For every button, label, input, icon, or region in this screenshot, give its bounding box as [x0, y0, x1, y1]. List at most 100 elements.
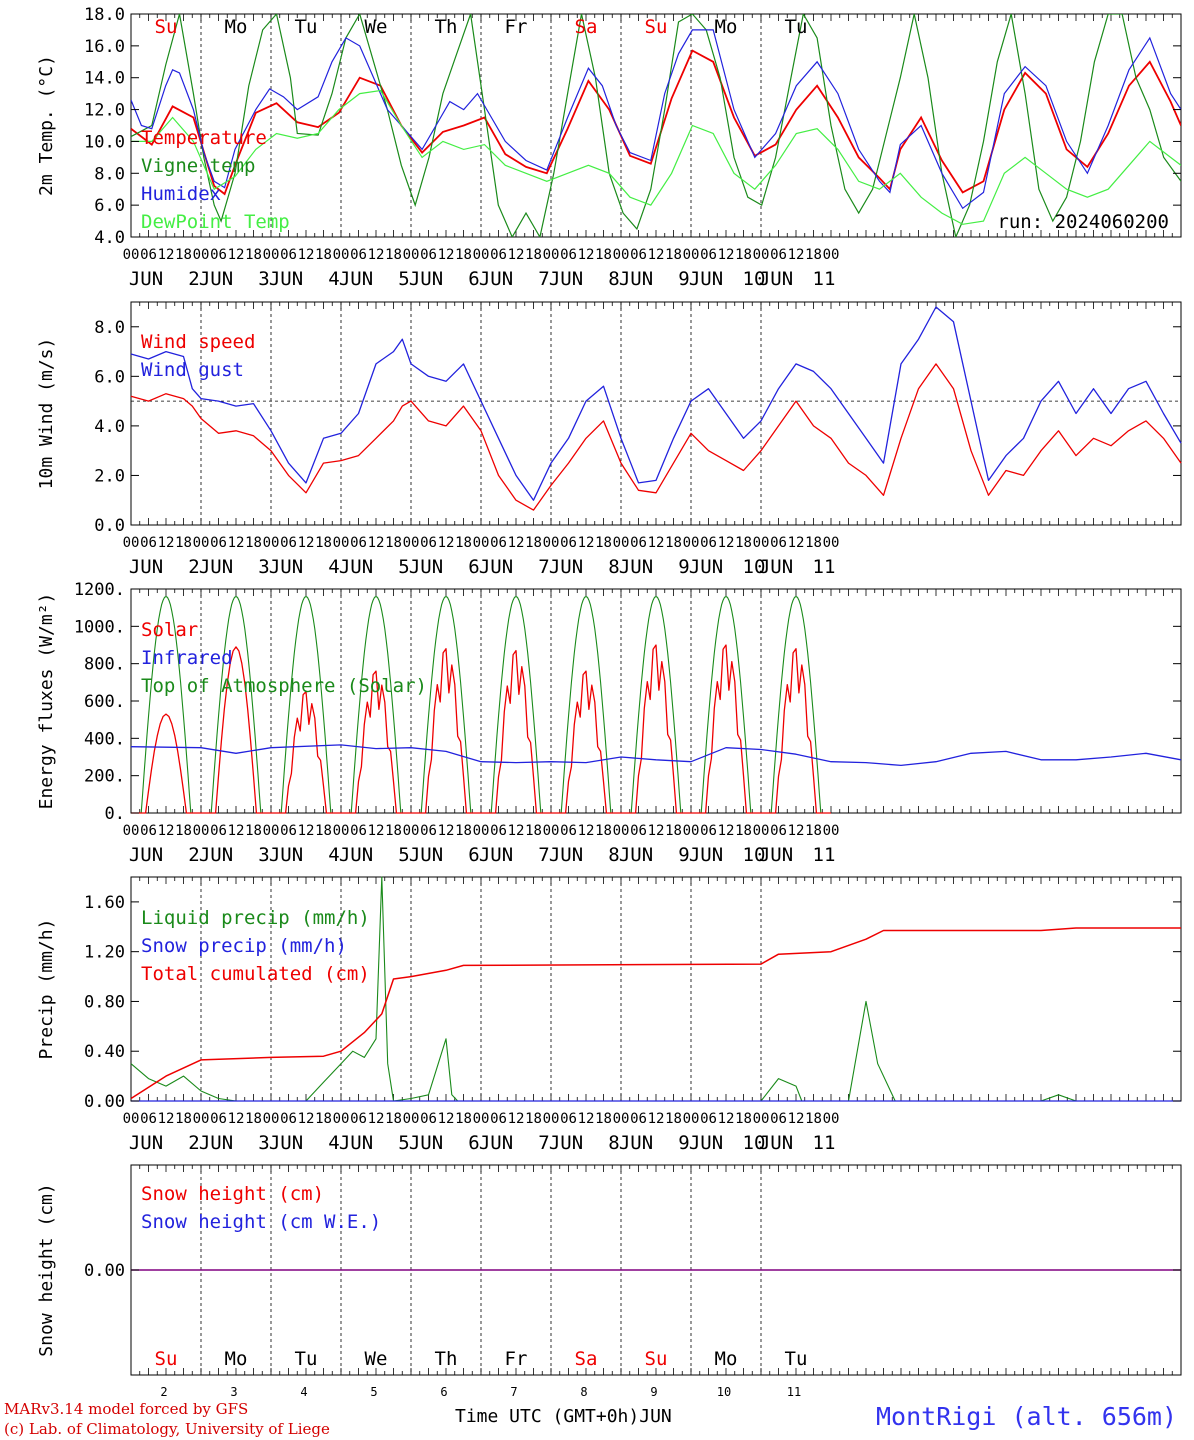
hour-tick-label: 18: [665, 247, 682, 263]
hour-tick-label: 12: [788, 535, 805, 551]
y-axis-label-1: 2m Temp. (°C): [36, 55, 57, 196]
hour-tick-label: 18: [245, 247, 262, 263]
hour-tick-label: 12: [438, 823, 455, 839]
hour-tick-label: 12: [298, 1111, 315, 1127]
y-axis-label-4: Precip (mm/h): [36, 919, 57, 1060]
legend-humidex: Humidex: [141, 183, 221, 205]
hour-tick-label: 12: [718, 535, 735, 551]
weekday-label: Su: [155, 16, 178, 38]
month-label: JUN: [339, 268, 373, 290]
model-credit: MARv3.14 model forced by GFS: [4, 1400, 249, 1418]
x-axis-title: Time UTC (GMT+0h)JUN: [455, 1406, 672, 1427]
month-label: JUN: [409, 268, 443, 290]
hour-tick-label: 12: [788, 823, 805, 839]
hour-tick-label: 06: [770, 823, 787, 839]
hour-tick-label: 00: [753, 535, 770, 551]
line-liquid-precip: [130, 876, 1181, 1102]
hour-tick-label: 12: [368, 1111, 385, 1127]
month-label: JUN: [269, 1132, 303, 1154]
weekday-label: Mo: [225, 16, 248, 38]
month-label: JUN: [339, 1132, 373, 1154]
line-humidex: [131, 29, 1181, 210]
hour-tick-label: 12: [158, 535, 175, 551]
legend-liquid-precip-mm-h-: Liquid precip (mm/h): [141, 907, 370, 929]
weekday-label: We: [365, 1348, 388, 1370]
weekday-label: Tu: [785, 16, 808, 38]
y-tick-label: 2.0: [94, 466, 125, 486]
date-label: 2: [188, 1132, 199, 1154]
hour-tick-label: 06: [700, 1111, 717, 1127]
y-tick-label: 0.: [105, 804, 125, 824]
hour-tick-label: 18: [315, 247, 332, 263]
y-tick-label: 0.00: [84, 1092, 125, 1112]
hour-tick-label: 12: [368, 535, 385, 551]
date-label: 11: [813, 556, 836, 578]
hour-tick-label: 06: [210, 823, 227, 839]
weekday-label: Su: [155, 1348, 178, 1370]
weekday-label: Tu: [295, 1348, 318, 1370]
weekday-label: Su: [645, 1348, 668, 1370]
run-label: run: 2024060200: [997, 211, 1169, 233]
y-tick-label: 6.0: [94, 367, 125, 387]
hour-tick-label: 00: [613, 247, 630, 263]
hour-tick-label: 06: [280, 823, 297, 839]
y-axis-label-2: 10m Wind (m/s): [36, 338, 57, 490]
hour-tick-label: 12: [508, 247, 525, 263]
hour-tick-label: 00: [193, 1111, 210, 1127]
weekday-label: Th: [435, 1348, 458, 1370]
date-number: 11: [787, 1385, 801, 1399]
hour-tick-label: 00: [403, 535, 420, 551]
month-label: JUN: [339, 844, 373, 866]
hour-tick-label: 18: [455, 1111, 472, 1127]
date-label: 2: [188, 268, 199, 290]
hour-tick-label: 00: [403, 247, 420, 263]
date-number: 10: [717, 1385, 731, 1399]
legend-infrared: Infrared: [141, 647, 233, 669]
hour-tick-label: 06: [630, 247, 647, 263]
hour-tick-label: 18: [595, 1111, 612, 1127]
date-label: 10: [743, 844, 766, 866]
y-tick-label: 0.0: [94, 516, 125, 536]
hour-tick-label: 18: [315, 535, 332, 551]
date-label: 8: [608, 1132, 619, 1154]
date-label: 3: [258, 268, 269, 290]
hour-tick-label: 18: [175, 823, 192, 839]
date-label: 7: [538, 268, 549, 290]
hour-tick-label: 12: [718, 247, 735, 263]
month-label: JUN: [409, 556, 443, 578]
hour-tick-label: 18: [735, 535, 752, 551]
hour-tick-label: 18: [595, 535, 612, 551]
date-number: 9: [650, 1385, 657, 1399]
month-label: JUN: [689, 268, 723, 290]
weekday-label: Su: [645, 16, 668, 38]
legend-snow-height-cm-: Snow height (cm): [141, 1183, 324, 1205]
y-tick-label: 10.0: [84, 132, 125, 152]
y-tick-label: 0.00: [84, 1261, 125, 1281]
hour-tick-label: 06: [140, 1111, 157, 1127]
hour-tick-label: 12: [158, 823, 175, 839]
month-label: JUN: [269, 556, 303, 578]
weekday-label: Tu: [295, 16, 318, 38]
hour-tick-label: 12: [368, 823, 385, 839]
hour-tick-label: 06: [420, 1111, 437, 1127]
date-label: 8: [608, 268, 619, 290]
month-label: JUN: [759, 556, 793, 578]
y-tick-label: 200.: [84, 767, 125, 787]
hour-tick-label: 06: [770, 535, 787, 551]
month-label: JUN: [199, 1132, 233, 1154]
hour-tick-label: 00: [473, 823, 490, 839]
hour-tick-label: 06: [140, 535, 157, 551]
hour-tick-label: 06: [490, 823, 507, 839]
hour-tick-label: 00: [473, 247, 490, 263]
hour-tick-label: 06: [490, 535, 507, 551]
line-temperature: [131, 49, 1181, 196]
date-label: 11: [813, 1132, 836, 1154]
date-label: 11: [813, 844, 836, 866]
date-label: 6: [468, 1132, 479, 1154]
hour-tick-label: 12: [578, 535, 595, 551]
date-label: 7: [538, 844, 549, 866]
hour-tick-label: 00: [403, 1111, 420, 1127]
lab-credit: (c) Lab. of Climatology, University of L…: [4, 1420, 330, 1438]
hour-tick-label: 12: [298, 535, 315, 551]
